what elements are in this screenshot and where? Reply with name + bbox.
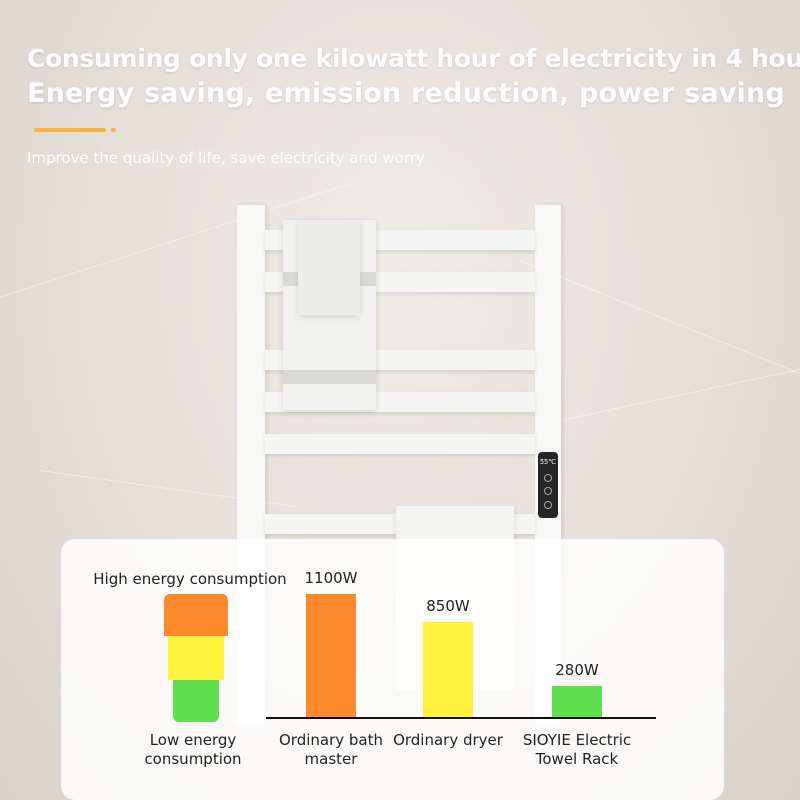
subtitle: Improve the quality of life, save electr… — [27, 149, 425, 167]
folded-towel — [298, 220, 360, 315]
control-button-icon — [544, 487, 552, 495]
gauge-high-label: High energy consumption — [93, 570, 287, 588]
bar-value-label: 850W — [426, 597, 470, 615]
headline-line-1: Consuming only one kilowatt hour of elec… — [27, 44, 800, 73]
accent-underline — [34, 128, 106, 132]
gauge-low-segment — [173, 680, 219, 722]
chart-baseline — [266, 717, 656, 719]
gauge-mid-segment — [168, 636, 224, 680]
rack-bar — [265, 434, 535, 454]
thermostat-controller: 55℃ — [538, 452, 558, 518]
product-name-label: Ordinary dryer — [393, 731, 503, 749]
bar-3 — [552, 686, 602, 717]
gauge-low-label: Low energy consumption — [144, 731, 242, 768]
product-name-label: SIOYIE Electric Towel Rack — [522, 731, 632, 768]
bar-1 — [306, 594, 356, 717]
headline-line-2: Energy saving, emission reduction, power… — [27, 78, 785, 109]
product-name-label: Ordinary bath master — [278, 731, 383, 768]
temperature-display: 55℃ — [539, 458, 557, 466]
control-button-icon — [544, 474, 552, 482]
gauge-high-segment — [164, 594, 228, 636]
bar-value-label: 1100W — [304, 569, 358, 587]
power-icon — [544, 501, 552, 509]
bar-value-label: 280W — [555, 661, 599, 679]
accent-dot — [111, 128, 116, 132]
bar-2 — [423, 622, 473, 717]
